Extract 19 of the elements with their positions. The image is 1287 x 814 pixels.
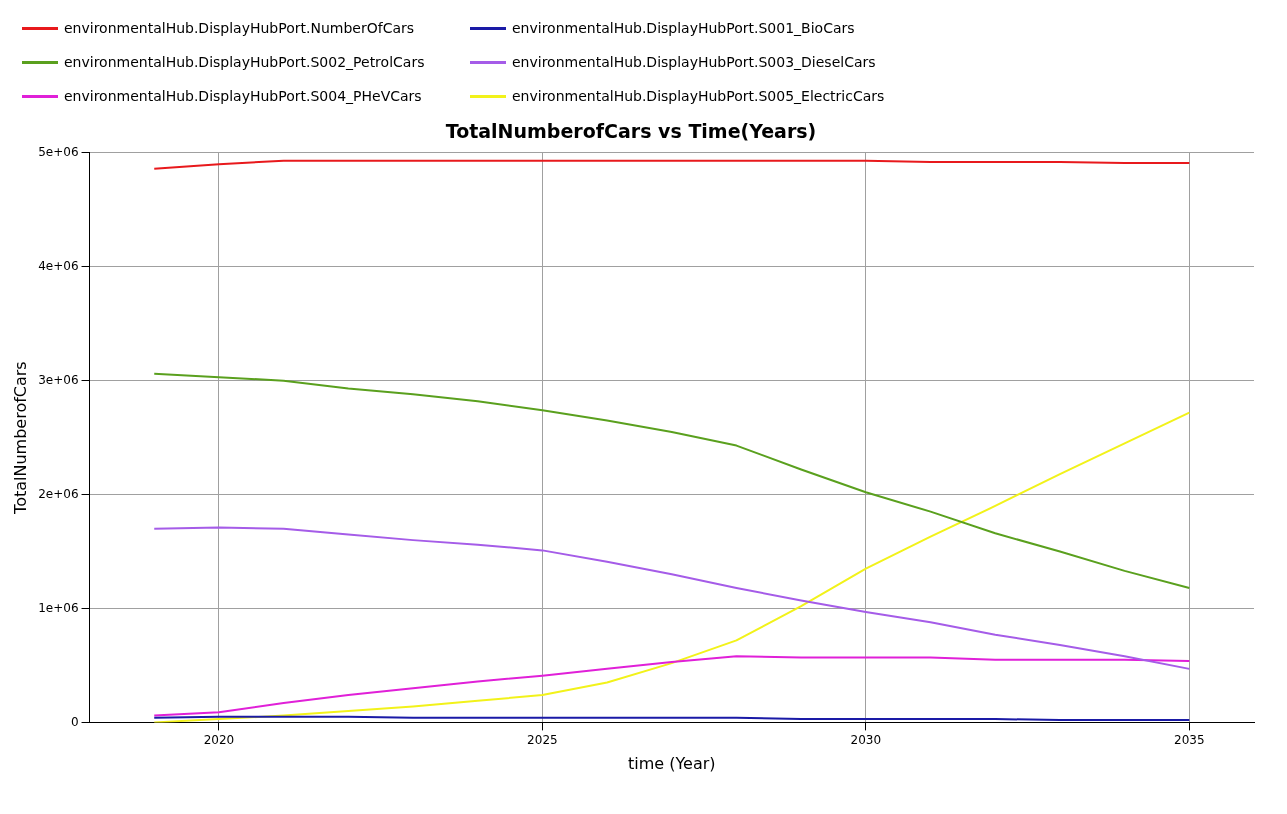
x-tick-label: 2025 [527,732,558,747]
legend-label: environmentalHub.DisplayHubPort.NumberOfCars [64,20,415,36]
y-tick-label: 5e+06 [38,144,79,159]
y-tick-label: 0 [70,714,79,729]
y-tick-label: 1e+06 [38,600,79,615]
x-tick-label: 2035 [1174,732,1205,747]
x-axis-title: time (Year) [627,753,716,773]
chart-title: TotalNumberofCars vs Time(Years) [445,120,817,143]
legend-label: environmentalHub.DisplayHubPort.S003_DieselCars [512,54,876,70]
legend-label: environmentalHub.DisplayHubPort.S002_PetrolCars [64,54,425,70]
y-tick-label: 4e+06 [38,258,79,273]
legend-label: environmentalHub.DisplayHubPort.S004_PHeVCars [64,88,422,104]
y-tick-label: 2e+06 [38,486,79,501]
x-tick-label: 2030 [850,732,882,747]
y-tick-label: 3e+06 [38,372,79,387]
x-tick-label: 2020 [203,732,235,747]
legend-label: environmentalHub.DisplayHubPort.S005_ElectricCars [512,88,885,104]
legend-label: environmentalHub.DisplayHubPort.S001_BioCars [512,20,855,36]
y-axis-title: TotalNumberofCars [10,361,30,515]
